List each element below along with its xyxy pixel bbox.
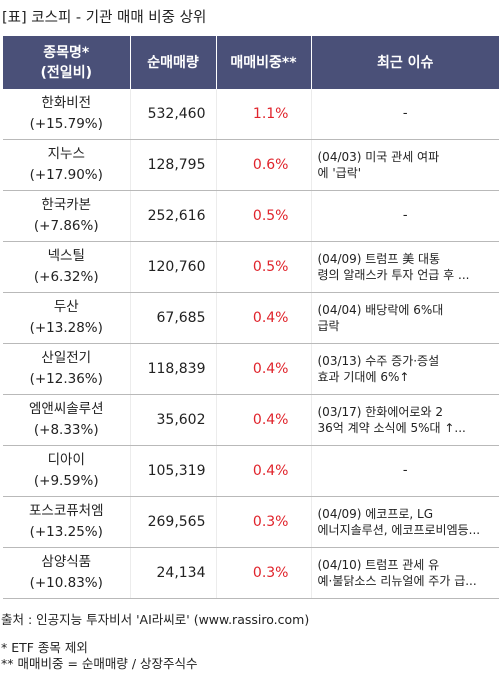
stock-change: (+13.28%) <box>29 320 103 336</box>
header-net-volume: 순매매량 <box>129 36 216 89</box>
stock-name-cell: 두산 (+13.28%) <box>3 292 130 344</box>
stock-change: (+6.32%) <box>33 269 99 285</box>
stock-name: 넥스틸 <box>47 248 85 264</box>
stock-name-cell: 산일전기 (+12.36%) <box>3 343 130 395</box>
stock-name-cell: 한화비전 (+15.79%) <box>3 89 130 140</box>
net-volume-cell: 252,616 <box>129 190 216 242</box>
table-row: 산일전기 (+12.36%) 118,839 0.4% (03/13) 수주 증가·증설… <box>3 343 499 395</box>
header-stock-name: 종목명* (전일비) <box>3 36 130 89</box>
issue-line1: (04/10) 트럼프 관세 유 <box>317 558 440 572</box>
trade-ratio-cell: 0.3% <box>215 496 311 548</box>
trade-ratio-cell: 0.5% <box>215 190 311 242</box>
stock-name: 한화비전 <box>41 95 92 111</box>
issue-line2: 36억 계약 소식에 5%대 ↑... <box>317 421 466 435</box>
issue-line1: (03/17) 한화에어로와 2 <box>317 405 443 419</box>
recent-issue-cell: (03/17) 한화에어로와 2 36억 계약 소식에 5%대 ↑... <box>310 394 499 446</box>
net-volume-cell: 24,134 <box>129 547 216 599</box>
stock-name: 디아이 <box>47 452 85 468</box>
stock-name: 두산 <box>53 299 79 315</box>
table-row: 엠앤씨솔루션 (+8.33%) 35,602 0.4% (03/17) 한화에어로와 2… <box>3 394 499 446</box>
stock-name-cell: 삼양식품 (+10.83%) <box>3 547 130 599</box>
stock-name-cell: 지누스 (+17.90%) <box>3 139 130 191</box>
issue-line1: - <box>402 208 408 223</box>
stock-change: (+12.36%) <box>29 371 103 387</box>
stock-name-cell: 포스코퓨처엠 (+13.25%) <box>3 496 130 548</box>
trade-ratio-cell: 0.4% <box>215 445 311 497</box>
issue-line2: 예·불닭소스 리뉴얼에 주가 급... <box>317 574 477 588</box>
stock-name: 삼양식품 <box>41 554 92 570</box>
stock-name: 한국카본 <box>41 197 92 213</box>
footnote-ratio: ** 매매비중 = 순매매량 / 상장주식수 <box>1 656 198 671</box>
stock-change: (+13.25%) <box>29 524 103 540</box>
trade-ratio-cell: 0.4% <box>215 394 311 446</box>
issue-line2: 에너지솔루션, 에코프로비엠등... <box>317 523 481 537</box>
header-trade-ratio: 매매비중** <box>215 36 311 89</box>
recent-issue-cell: (04/09) 에코프로, LG 에너지솔루션, 에코프로비엠등... <box>310 496 499 548</box>
institution-trading-table: 종목명* (전일비) 순매매량 매매비중** 최근 이슈 한화비전 (+15.79… <box>3 36 499 599</box>
trade-ratio-cell: 1.1% <box>215 89 311 140</box>
trade-ratio-cell: 0.5% <box>215 241 311 293</box>
net-volume-cell: 35,602 <box>129 394 216 446</box>
table-row: 넥스틸 (+6.32%) 120,760 0.5% (04/09) 트럼프 美 대통 령의… <box>3 241 499 293</box>
stock-change: (+15.79%) <box>29 116 103 132</box>
stock-name: 포스코퓨처엠 <box>28 503 104 519</box>
recent-issue-cell: - <box>310 89 499 140</box>
header-recent-issue: 최근 이슈 <box>310 36 499 89</box>
stock-name: 지누스 <box>47 146 85 162</box>
net-volume-cell: 532,460 <box>129 89 216 140</box>
net-volume-cell: 67,685 <box>129 292 216 344</box>
stock-name-cell: 한국카본 (+7.86%) <box>3 190 130 242</box>
header-name-line2: (전일비) <box>40 64 92 81</box>
table-row: 한국카본 (+7.86%) 252,616 0.5% - <box>3 190 499 242</box>
source-note: 출처 : 인공지능 투자비서 'AI라씨로' (www.rassiro.com) <box>1 612 310 627</box>
recent-issue-cell: - <box>310 190 499 242</box>
header-name-line1: 종목명* <box>43 44 90 61</box>
footnote-etf: * ETF 종목 제외 <box>1 640 88 655</box>
net-volume-cell: 269,565 <box>129 496 216 548</box>
issue-line1: - <box>402 106 408 121</box>
trade-ratio-cell: 0.4% <box>215 292 311 344</box>
issue-line2: 령의 알래스카 투자 언급 후 ... <box>317 268 470 282</box>
issue-line2: 급락 <box>317 319 340 333</box>
issue-line2: 에 '급락' <box>317 166 362 180</box>
trade-ratio-cell: 0.3% <box>215 547 311 599</box>
stock-change: (+7.86%) <box>33 218 99 234</box>
stock-change: (+17.90%) <box>29 167 103 183</box>
issue-line1: - <box>402 463 408 478</box>
net-volume-cell: 128,795 <box>129 139 216 191</box>
issue-line2: 효과 기대에 6%↑ <box>317 370 410 384</box>
net-volume-cell: 120,760 <box>129 241 216 293</box>
issue-line1: (04/03) 미국 관세 여파 <box>317 150 440 164</box>
stock-name-cell: 엠앤씨솔루션 (+8.33%) <box>3 394 130 446</box>
table-row: 지누스 (+17.90%) 128,795 0.6% (04/03) 미국 관세 여파 에… <box>3 139 499 191</box>
issue-line1: (03/13) 수주 증가·증설 <box>317 354 440 368</box>
stock-change: (+9.59%) <box>33 473 99 489</box>
table-row: 한화비전 (+15.79%) 532,460 1.1% - <box>3 89 499 140</box>
stock-change: (+10.83%) <box>29 575 103 591</box>
issue-line1: (04/09) 에코프로, LG <box>317 507 434 521</box>
page-title: [표] 코스피 - 기관 매매 비중 상위 <box>2 10 207 26</box>
stock-name-cell: 넥스틸 (+6.32%) <box>3 241 130 293</box>
table-header-row: 종목명* (전일비) 순매매량 매매비중** 최근 이슈 <box>3 36 499 89</box>
stock-change: (+8.33%) <box>33 422 99 438</box>
table-row: 두산 (+13.28%) 67,685 0.4% (04/04) 배당락에 6%대 급락 <box>3 292 499 344</box>
trade-ratio-cell: 0.6% <box>215 139 311 191</box>
issue-line1: (04/09) 트럼프 美 대통 <box>317 252 441 266</box>
table-row: 디아이 (+9.59%) 105,319 0.4% - <box>3 445 499 497</box>
recent-issue-cell: (04/04) 배당락에 6%대 급락 <box>310 292 499 344</box>
table-row: 포스코퓨처엠 (+13.25%) 269,565 0.3% (04/09) 에코프로, … <box>3 496 499 548</box>
stock-name-cell: 디아이 (+9.59%) <box>3 445 130 497</box>
stock-name: 엠앤씨솔루션 <box>28 401 104 417</box>
net-volume-cell: 105,319 <box>129 445 216 497</box>
recent-issue-cell: - <box>310 445 499 497</box>
net-volume-cell: 118,839 <box>129 343 216 395</box>
trade-ratio-cell: 0.4% <box>215 343 311 395</box>
recent-issue-cell: (03/13) 수주 증가·증설 효과 기대에 6%↑ <box>310 343 499 395</box>
stock-name: 산일전기 <box>41 350 92 366</box>
issue-line1: (04/04) 배당락에 6%대 <box>317 303 444 317</box>
